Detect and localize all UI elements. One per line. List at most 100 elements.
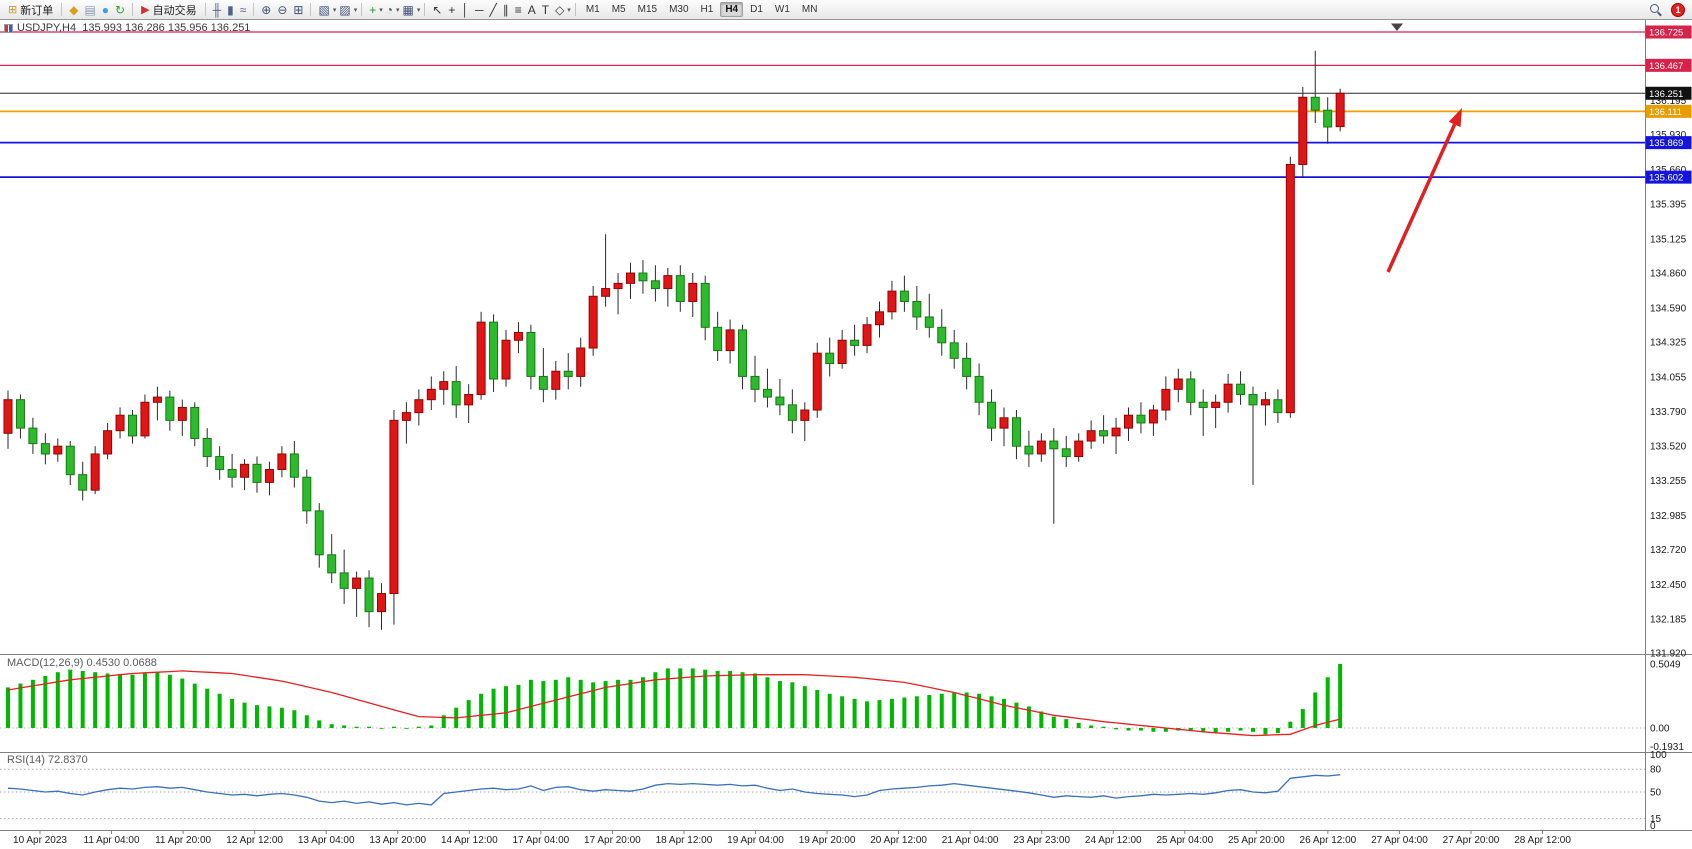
timeframe-w1[interactable]: W1 [774, 4, 790, 15]
crosshair-icon[interactable]: + [448, 2, 456, 17]
time-axis: 10 Apr 2023 11 Apr 04:00 11 Apr 20:00 12 Ap… [13, 830, 1571, 846]
new-order-icon: ⊞ [8, 4, 18, 16]
rsi-panel: 100 80 50 150 [0, 750, 1667, 832]
indicators-icon-wrap: + ▾ [366, 1, 383, 19]
toolbar-separator [204, 3, 206, 16]
vertical-line-icon[interactable]: │ [461, 2, 469, 17]
chart-ohlc-text: USDJPY,H4 135.993 136.286 135.956 136.25… [17, 22, 251, 34]
tile-windows-icon-wrap: ⊞ [290, 1, 306, 19]
autotrade-button[interactable]: ▶ 自动交易 [137, 2, 200, 18]
tile-windows-icon[interactable]: ⊞ [293, 2, 304, 17]
svg-text:134.055: 134.055 [1650, 373, 1687, 384]
line-chart-mode-icon[interactable]: ≈ [239, 2, 247, 17]
svg-text:135.602: 135.602 [1649, 173, 1683, 184]
price-tag-136.467[interactable]: 136.467 [1645, 58, 1692, 72]
new-chart-icon[interactable]: ▧ [318, 2, 330, 17]
svg-text:133.255: 133.255 [1650, 476, 1687, 487]
indicators-icon[interactable]: + [369, 2, 377, 17]
text-icon[interactable]: A [527, 2, 536, 17]
notification-badge[interactable]: 1 [1671, 2, 1685, 17]
timeframe-m1[interactable]: M1 [585, 4, 600, 15]
new-order-button[interactable]: ⊞ 新订单 [4, 2, 57, 18]
templates-icon-dropdown-arrow[interactable]: ▾ [416, 6, 421, 14]
toolbar-separator [61, 3, 63, 16]
timeframe-d1[interactable]: D1 [750, 4, 763, 15]
cursor-icon[interactable]: ↖ [432, 2, 443, 17]
chart-title-icon [4, 23, 13, 33]
profiles-icon[interactable]: ▨ [339, 2, 351, 17]
toolbar-separator [361, 3, 363, 16]
toolbar-separator [574, 3, 576, 16]
chart-shift-marker[interactable] [1391, 23, 1403, 32]
chart-canvas[interactable]: 136.195135.930135.660135.395135.125134.8… [0, 20, 1692, 849]
svg-text:132.185: 132.185 [1650, 614, 1687, 625]
hammer-icon[interactable]: ◆ [69, 2, 79, 17]
zoom-in-icon[interactable]: ⊕ [261, 2, 272, 17]
price-tag-136.111[interactable]: 136.111 [1645, 104, 1692, 118]
svg-text:136.467: 136.467 [1649, 61, 1683, 72]
indicators-icon-dropdown-arrow[interactable]: ▾ [379, 6, 383, 14]
trendline-icon[interactable]: ╱ [489, 2, 497, 17]
trendline-icon-wrap: ╱ [486, 1, 499, 19]
svg-text:135.125: 135.125 [1650, 234, 1687, 245]
new-chart-icon-dropdown-arrow[interactable]: ▾ [332, 6, 337, 14]
ohlc-bars-mode-icon-wrap: ╫ [210, 1, 225, 19]
fibonacci-icon[interactable]: ≡ [514, 2, 522, 17]
toolbar-separator [310, 3, 312, 16]
price-tags[interactable]: 136.725 136.467 136.251 136.111 135.869 135.6… [1645, 25, 1692, 184]
horizontal-line-icon[interactable]: ─ [474, 2, 484, 17]
candlestick-mode-icon-wrap: ▮ [224, 1, 237, 19]
svg-text:24 Apr 12:00: 24 Apr 12:00 [1085, 835, 1142, 846]
crosshair-icon-wrap: + [445, 1, 458, 19]
candlestick-mode-icon[interactable]: ▮ [227, 2, 234, 17]
svg-text:13 Apr 04:00: 13 Apr 04:00 [298, 835, 355, 846]
svg-text:134.590: 134.590 [1650, 303, 1687, 314]
zoom-out-icon[interactable]: ⊖ [277, 2, 288, 17]
channel-icon[interactable]: ∥ [502, 2, 509, 17]
price-tag-136.725[interactable]: 136.725 [1645, 25, 1692, 39]
timeframe-m15[interactable]: M15 [637, 4, 658, 15]
macd-panel: 0.5049 0.00 -0.1931 [0, 659, 1684, 753]
svg-text:12 Apr 12:00: 12 Apr 12:00 [226, 835, 283, 846]
horizontal-line-icon-wrap: ─ [472, 1, 487, 19]
price-tag-135.869[interactable]: 135.869 [1645, 136, 1692, 150]
community-icon-wrap: ● [99, 1, 112, 19]
svg-text:136.195: 136.195 [1650, 96, 1687, 107]
templates-icon[interactable]: ▦ [402, 2, 414, 17]
svg-text:18 Apr 12:00: 18 Apr 12:00 [656, 835, 713, 846]
periods-icon[interactable]: ◔ [385, 2, 393, 17]
svg-text:17 Apr 04:00: 17 Apr 04:00 [512, 835, 569, 846]
toolbar-groups: ⊞ 新订单 ◆ ▤ ● ↻ ▶ 自动交易 ╫ ▮ ≈ ⊕ ⊖ ⊞ ▧ ▾ ▨ ▾ + ▾ ◔ ▾ ▦ ▾ ↖ + │ ─ ╱ ∥ ≡ A T ◇ ▾… [4, 0, 823, 19]
profiles-icon-dropdown-arrow[interactable]: ▾ [353, 6, 358, 14]
zoom-in-icon-wrap: ⊕ [258, 1, 274, 19]
timeframe-mn[interactable]: MN [801, 4, 818, 15]
timeframe-h1[interactable]: H1 [700, 4, 714, 15]
search-icon[interactable] [1649, 3, 1662, 16]
svg-text:15: 15 [1650, 814, 1662, 825]
autotrade-icon: ▶ [141, 4, 150, 16]
timeframe-m5[interactable]: M5 [611, 4, 626, 15]
svg-text:25 Apr 04:00: 25 Apr 04:00 [1156, 835, 1213, 846]
price-tag-135.602[interactable]: 135.602 [1645, 170, 1692, 184]
text-label-icon[interactable]: T [541, 2, 550, 17]
svg-text:136.111: 136.111 [1649, 107, 1682, 118]
refresh-icon[interactable]: ↻ [115, 2, 126, 17]
community-icon[interactable]: ● [101, 2, 110, 17]
trend-arrow-annotation[interactable] [1386, 108, 1462, 273]
svg-text:10 Apr 2023: 10 Apr 2023 [13, 835, 67, 846]
text-icon-wrap: A [525, 1, 539, 19]
cursor-icon-wrap: ↖ [429, 1, 445, 19]
arrows-shapes-icon-dropdown-arrow[interactable]: ▾ [567, 6, 571, 14]
price-tag-136.251[interactable]: 136.251 [1645, 86, 1692, 100]
timeframe-m30[interactable]: M30 [669, 4, 689, 15]
ohlc-bars-mode-icon[interactable]: ╫ [212, 2, 222, 17]
periods-icon-dropdown-arrow[interactable]: ▾ [395, 6, 400, 14]
macd-indicator-label: MACD(12,26,9) 0.4530 0.0688 [7, 657, 157, 669]
svg-text:13 Apr 20:00: 13 Apr 20:00 [369, 835, 426, 846]
horizontal-line-objects[interactable] [0, 31, 1645, 179]
toolbar-separator [132, 3, 134, 16]
svg-text:23 Apr 23:00: 23 Apr 23:00 [1013, 835, 1070, 846]
printer-icon[interactable]: ▤ [84, 2, 96, 17]
arrows-shapes-icon[interactable]: ◇ [555, 2, 565, 17]
timeframe-h4[interactable]: H4 [720, 2, 744, 17]
